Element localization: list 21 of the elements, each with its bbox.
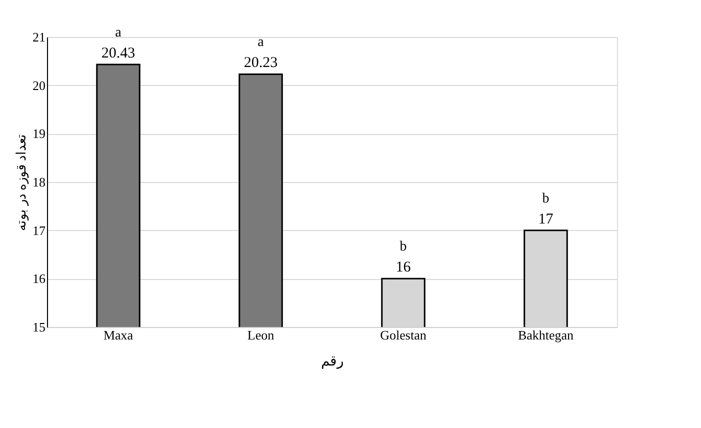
y-tick-label: 17 — [32, 222, 46, 238]
data-label: 20.23 — [244, 55, 278, 72]
annotation: a — [115, 26, 122, 41]
y-axis-title: تعداد قوزه در بوته — [14, 134, 30, 231]
x-tick-label: Bakhtegan — [518, 328, 574, 342]
annotation: b — [400, 240, 407, 255]
x-tick-label: Golestan — [380, 328, 427, 342]
data-label: 16 — [396, 260, 412, 276]
y-tick-label: 15 — [32, 320, 46, 334]
annotation: b — [542, 191, 550, 206]
y-tick-label: 20 — [32, 78, 46, 93]
data-label: 20.43 — [101, 46, 136, 62]
x-tick-label: Maxa — [103, 328, 134, 342]
y-tick-label: 19 — [32, 126, 46, 142]
y-tick-label: 21 — [32, 30, 46, 44]
annotation: a — [258, 35, 265, 50]
x-tick-label: Leon — [247, 328, 275, 342]
data-label: 17 — [538, 211, 554, 228]
y-tick-label: 16 — [32, 271, 46, 286]
x-axis-title: رقم — [321, 354, 344, 370]
y-tick-label: 18 — [32, 174, 46, 190]
